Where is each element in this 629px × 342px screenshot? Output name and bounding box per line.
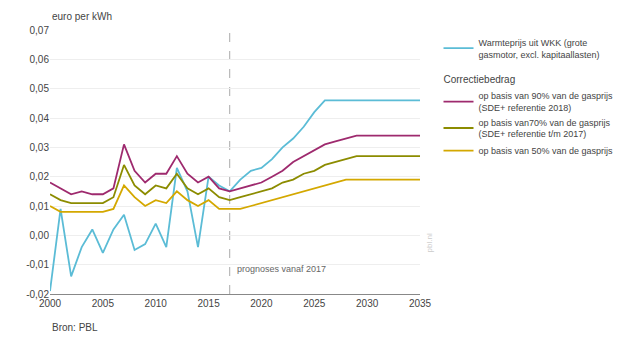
svg-text:2025: 2025 <box>303 298 326 309</box>
svg-text:Bron: PBL: Bron: PBL <box>52 322 98 333</box>
svg-text:0,01: 0,01 <box>30 201 50 212</box>
svg-text:pbl.nl: pbl.nl <box>425 233 434 252</box>
svg-text:Correctiebedrag: Correctiebedrag <box>444 74 516 85</box>
svg-text:euro per kWh: euro per kWh <box>52 11 112 22</box>
svg-text:Warmteprijs uit WKK (grotegasm: Warmteprijs uit WKK (grotegasmotor, excl… <box>479 38 600 60</box>
svg-text:2035: 2035 <box>409 298 432 309</box>
svg-text:op basis van70% van de gasprij: op basis van70% van de gasprijs(SDE+ ref… <box>479 118 611 140</box>
svg-text:-0,01: -0,01 <box>26 259 49 270</box>
svg-text:prognoses vanaf 2017: prognoses vanaf 2017 <box>237 264 326 274</box>
svg-text:0,00: 0,00 <box>30 230 50 241</box>
svg-text:0,02: 0,02 <box>30 171 50 182</box>
svg-text:-0,02: -0,02 <box>26 289 49 300</box>
svg-text:0,03: 0,03 <box>30 142 50 153</box>
svg-text:0,07: 0,07 <box>30 25 50 36</box>
svg-text:2015: 2015 <box>197 298 220 309</box>
svg-text:op basis van 90% van de gaspri: op basis van 90% van de gasprijs(SDE+ re… <box>479 91 614 113</box>
svg-text:0,05: 0,05 <box>30 83 50 94</box>
svg-text:2010: 2010 <box>145 298 168 309</box>
svg-text:2020: 2020 <box>250 298 273 309</box>
svg-text:op basis van 50% van de gaspri: op basis van 50% van de gasprijs <box>479 146 614 156</box>
svg-text:2030: 2030 <box>356 298 379 309</box>
svg-text:2005: 2005 <box>92 298 115 309</box>
svg-text:2000: 2000 <box>39 298 62 309</box>
svg-text:0,06: 0,06 <box>30 54 50 65</box>
svg-text:0,04: 0,04 <box>30 113 50 124</box>
